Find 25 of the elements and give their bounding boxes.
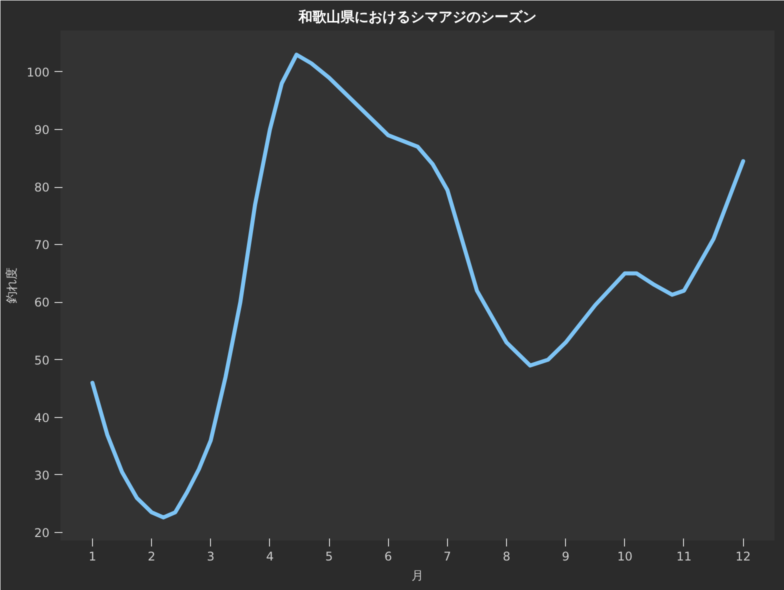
x-tick-label: 11 [676,550,692,564]
y-tick-label: 20 [34,526,50,540]
x-tick-label: 8 [502,550,510,564]
y-tick-label: 60 [34,296,50,310]
y-tick-label: 100 [26,65,50,80]
x-tick-label: 1 [88,550,96,564]
chart-title: 和歌山県におけるシマアジのシーズン [298,10,536,26]
x-tick-label: 12 [736,550,751,564]
x-tick-label: 9 [562,550,570,564]
x-tick-label: 7 [444,550,452,564]
x-tick-label: 3 [206,550,215,564]
x-tick-label: 10 [617,550,632,564]
y-tick-label: 90 [34,123,50,138]
y-tick-label: 70 [34,238,50,252]
y-axis-title: 釣れ度 [4,268,19,304]
line-series [90,52,746,520]
x-axis-title: 月 [412,568,424,582]
y-tick-label: 50 [34,353,50,368]
x-tick-label: 2 [148,550,156,564]
y-tick-label: 40 [34,410,50,425]
y-tick-label: 80 [34,180,50,195]
x-tick-label: 4 [266,550,274,564]
y-tick-label: 30 [34,468,50,482]
x-tick-label: 5 [325,550,333,564]
x-tick-label: 6 [384,550,392,564]
